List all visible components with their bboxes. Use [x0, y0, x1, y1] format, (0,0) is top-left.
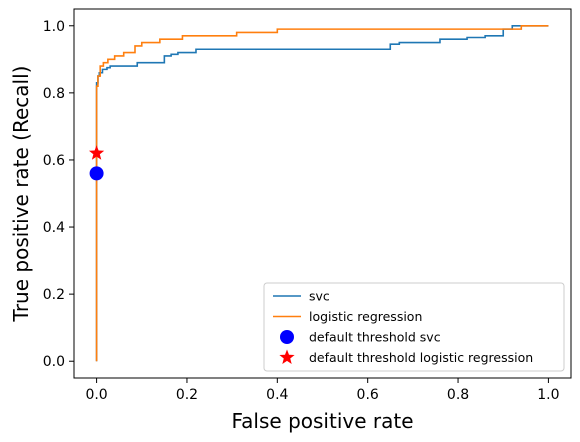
- x-tick-label: 1.0: [537, 387, 559, 403]
- x-tick-label: 0.4: [266, 387, 288, 403]
- series-line-1: [95, 24, 549, 362]
- legend-label: logistic regression: [309, 309, 422, 324]
- y-axis-label: True positive rate (Recall): [9, 66, 33, 323]
- legend-box: [263, 282, 565, 372]
- plot-frame: [73, 8, 572, 379]
- y-tick-label: 0.2: [43, 287, 65, 303]
- legend-star-handle: [279, 349, 295, 364]
- plot-series-group: [95, 24, 549, 362]
- x-tick-label: 0.0: [85, 387, 107, 403]
- y-axis-ticks: 0.0 0.2 0.4 0.6 0.8 1.0: [43, 19, 74, 370]
- x-axis-ticks: 0.0 0.2 0.4 0.6 0.8 1.0: [85, 378, 560, 403]
- x-tick-label: 0.8: [447, 387, 469, 403]
- legend-label: default threshold logistic regression: [309, 350, 533, 365]
- x-axis-label: False positive rate: [232, 409, 414, 433]
- y-tick-label: 0.4: [43, 220, 65, 236]
- y-tick-label: 0.6: [43, 153, 65, 169]
- y-tick-label: 0.8: [43, 86, 65, 102]
- marker-circle-0: [89, 166, 104, 181]
- marker-star-1: [88, 145, 105, 160]
- y-tick-label: 1.0: [43, 19, 65, 35]
- series-line-0: [95, 24, 549, 362]
- y-tick-label: 0.0: [43, 354, 65, 370]
- legend: svc logistic regression default threshold …: [263, 282, 565, 372]
- legend-label: svc: [309, 289, 330, 304]
- legend-circle-handle: [280, 330, 294, 344]
- legend-label: default threshold svc: [309, 330, 441, 345]
- x-tick-label: 0.2: [176, 387, 198, 403]
- x-tick-label: 0.6: [357, 387, 379, 403]
- plot-markers-group: [88, 145, 105, 181]
